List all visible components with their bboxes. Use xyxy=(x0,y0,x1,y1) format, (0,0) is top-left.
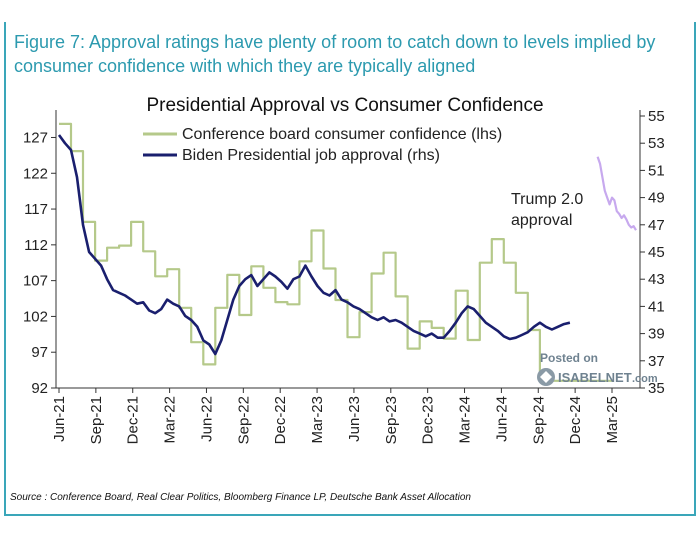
right-tick-label: 45 xyxy=(648,244,665,261)
legend: Conference board consumer confidence (lh… xyxy=(143,126,502,164)
right-tick-label: 43 xyxy=(648,271,665,288)
x-tick-label: Mar-22 xyxy=(162,396,179,444)
right-tick-label: 51 xyxy=(648,162,665,179)
x-tick-label: Sep-22 xyxy=(235,396,252,444)
x-tick-label: Dec-24 xyxy=(567,396,584,444)
x-tick-label: Sep-23 xyxy=(383,396,400,444)
chart-title: Presidential Approval vs Consumer Confid… xyxy=(146,95,544,116)
left-tick-label: 107 xyxy=(23,273,48,290)
left-tick-label: 112 xyxy=(24,237,48,254)
x-tick-label: Jun-24 xyxy=(493,396,510,442)
left-tick-label: 122 xyxy=(23,165,48,182)
legend-label: Conference board consumer confidence (lh… xyxy=(182,126,502,143)
left-tick-label: 92 xyxy=(31,380,48,397)
x-tick-label: Jun-22 xyxy=(198,396,215,442)
series-trump-approval-line xyxy=(596,156,637,231)
left-tick-label: 127 xyxy=(23,129,48,146)
watermark-logo-mark xyxy=(540,371,552,383)
right-tick-label: 41 xyxy=(648,298,665,315)
right-tick-label: 35 xyxy=(648,380,665,397)
source-note: Source : Conference Board, Real Clear Po… xyxy=(10,492,471,503)
figure-frame xyxy=(4,22,696,516)
left-tick-label: 102 xyxy=(23,308,48,325)
x-tick-label: Mar-25 xyxy=(604,396,621,444)
right-tick-label: 53 xyxy=(648,135,665,152)
axes xyxy=(55,110,641,389)
series-layer xyxy=(57,122,637,382)
footer-bar xyxy=(6,514,694,516)
legend-label: Biden Presidential job approval (rhs) xyxy=(182,147,440,164)
watermark: Posted on ISABELNET .com xyxy=(537,351,658,386)
x-tick-label: Dec-22 xyxy=(272,396,289,444)
x-tick-label: Sep-24 xyxy=(530,396,547,444)
trump-approval-annotation: approval xyxy=(511,212,572,229)
left-tick-label: 117 xyxy=(24,201,48,218)
left-tick-label: 97 xyxy=(31,344,48,361)
x-tick-label: Jun-21 xyxy=(51,396,68,442)
x-tick-label: Mar-23 xyxy=(309,396,326,444)
watermark-site: ISABELNET xyxy=(558,370,632,385)
trump-approval-annotation: Trump 2.0 xyxy=(511,191,583,208)
x-tick-label: Mar-24 xyxy=(457,396,474,444)
watermark-posted: Posted on xyxy=(540,351,598,365)
x-tick-label: Jun-23 xyxy=(346,396,363,442)
series-consumer-confidence-line xyxy=(59,122,612,382)
x-tick-label: Sep-21 xyxy=(88,396,105,444)
left-axis-ticks: 127 122 117 112 107 102 97 92 xyxy=(23,129,56,397)
figure-headline: Figure 7: Approval ratings have plenty o… xyxy=(14,32,656,76)
right-tick-label: 55 xyxy=(648,108,665,125)
x-tick-label: Dec-23 xyxy=(420,396,437,444)
right-tick-label: 47 xyxy=(648,217,665,234)
right-tick-label: 39 xyxy=(648,326,665,343)
annotations: Trump 2.0 approval xyxy=(511,191,583,229)
right-tick-label: 37 xyxy=(648,353,665,370)
watermark-suffix: .com xyxy=(632,373,658,385)
x-axis-ticks: Jun-21 Sep-21 Dec-21 Mar-22 Jun-22 Sep-22 Dec-… xyxy=(51,388,621,444)
right-axis-ticks: 55 53 51 49 47 45 43 41 39 37 35 xyxy=(640,108,665,397)
right-tick-label: 49 xyxy=(648,190,665,207)
x-tick-label: Dec-21 xyxy=(125,396,142,444)
series-biden-approval-line xyxy=(57,134,571,356)
